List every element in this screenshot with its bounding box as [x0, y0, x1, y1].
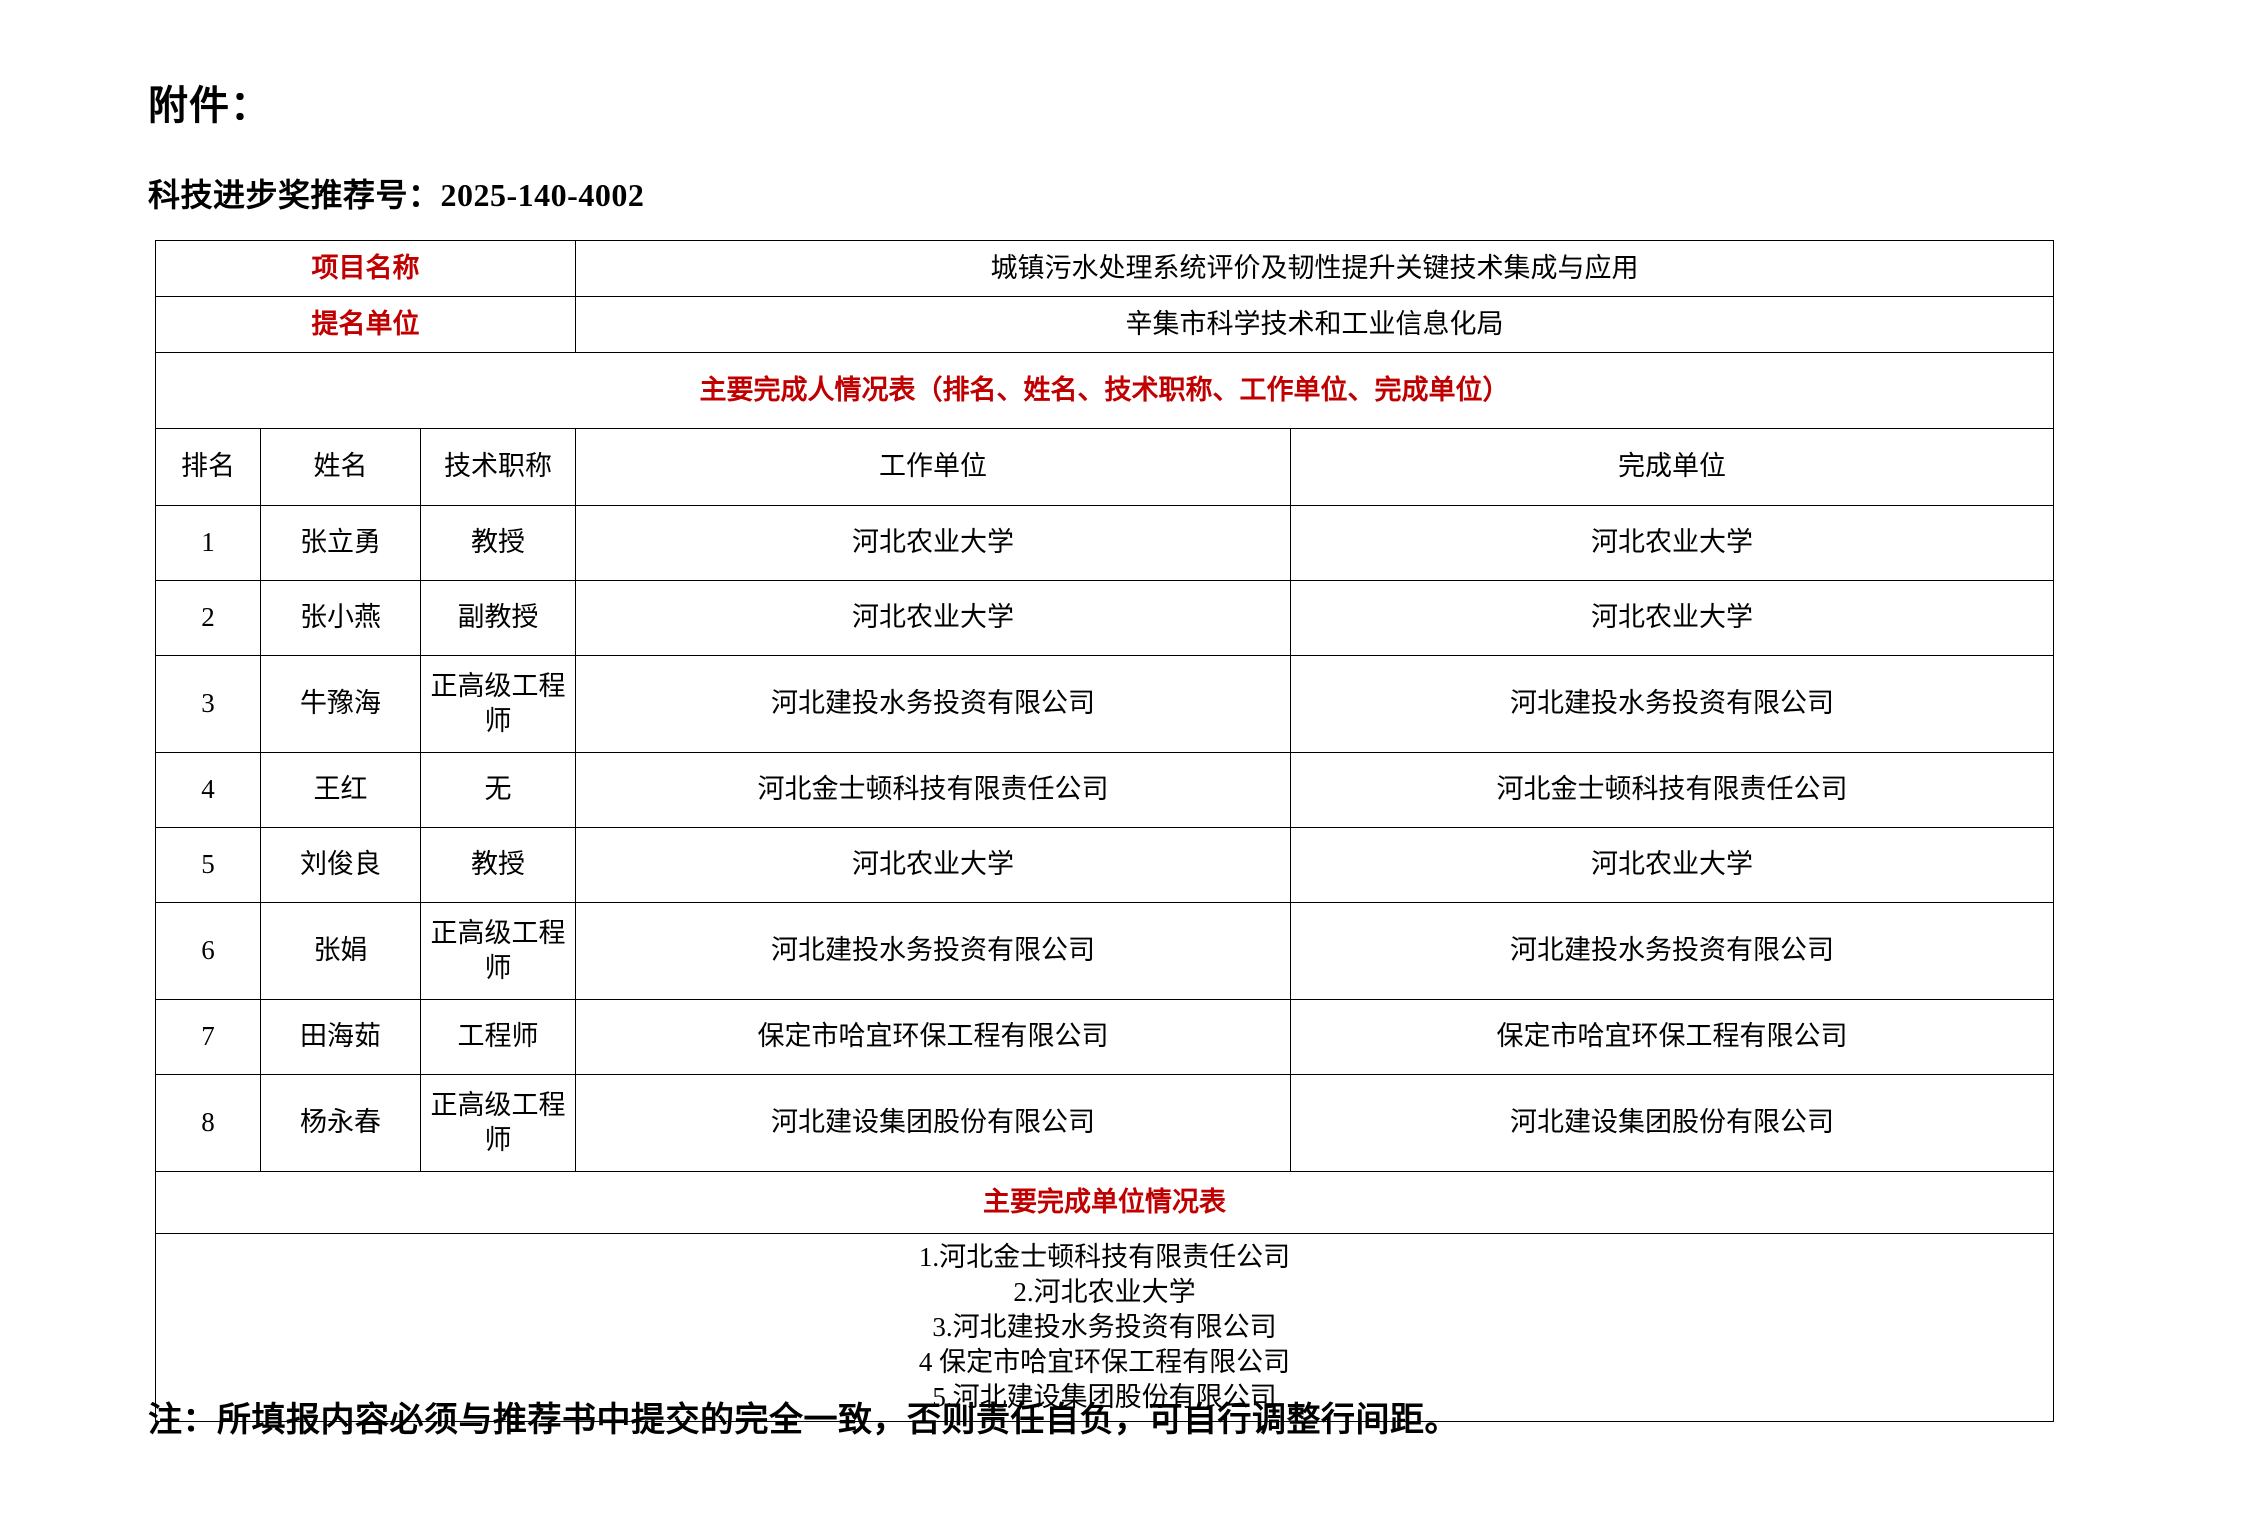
people-section-heading: 主要完成人情况表（排名、姓名、技术职称、工作单位、完成单位） — [155, 352, 2054, 429]
recommendation-number-value: 2025-140-4002 — [440, 177, 645, 213]
cell-title: 正高级工程师 — [420, 655, 576, 753]
project-name-value: 城镇污水处理系统评价及韧性提升关键技术集成与应用 — [575, 240, 2054, 297]
nomination-form-table: 项目名称 城镇污水处理系统评价及韧性提升关键技术集成与应用 提名单位 辛集市科学… — [155, 240, 2054, 1423]
column-header-work-unit: 工作单位 — [575, 428, 1291, 506]
cell-name: 牛豫海 — [260, 655, 421, 753]
units-list-row: 1.河北金士顿科技有限责任公司 2.河北农业大学 3.河北建投水务投资有限公司 … — [155, 1232, 2054, 1423]
attachment-label: 附件： — [148, 83, 271, 128]
cell-title: 教授 — [420, 827, 576, 903]
nominating-unit-value: 辛集市科学技术和工业信息化局 — [575, 296, 2054, 353]
cell-name: 杨永春 — [260, 1074, 421, 1172]
table-row: 2 张小燕 副教授 河北农业大学 河北农业大学 — [155, 580, 2054, 656]
nominating-unit-label: 提名单位 — [155, 296, 576, 353]
table-row: 8 杨永春 正高级工程师 河北建设集团股份有限公司 河北建设集团股份有限公司 — [155, 1074, 2054, 1172]
cell-name: 张立勇 — [260, 505, 421, 581]
list-item: 2.河北农业大学 — [1013, 1277, 1196, 1308]
cell-name: 刘俊良 — [260, 827, 421, 903]
cell-rank: 4 — [155, 752, 261, 828]
cell-name: 张娟 — [260, 902, 421, 1000]
cell-work-unit: 河北建投水务投资有限公司 — [575, 655, 1291, 753]
cell-title: 工程师 — [420, 999, 576, 1075]
table-row: 4 王红 无 河北金士顿科技有限责任公司 河北金士顿科技有限责任公司 — [155, 752, 2054, 828]
cell-rank: 8 — [155, 1074, 261, 1172]
cell-name: 王红 — [260, 752, 421, 828]
list-item: 1.河北金士顿科技有限责任公司 — [918, 1242, 1291, 1272]
cell-work-unit: 河北建设集团股份有限公司 — [575, 1074, 1291, 1172]
cell-work-unit: 保定市哈宜环保工程有限公司 — [575, 999, 1291, 1075]
cell-completion-unit: 河北建设集团股份有限公司 — [1290, 1074, 2054, 1172]
recommendation-number-line: 科技进步奖推荐号：2025-140-4002 — [148, 176, 644, 214]
cell-title: 正高级工程师 — [420, 902, 576, 1000]
list-item: 4 保定市哈宜环保工程有限公司 — [918, 1347, 1291, 1378]
table-row: 3 牛豫海 正高级工程师 河北建投水务投资有限公司 河北建投水务投资有限公司 — [155, 655, 2054, 753]
list-item: 3.河北建投水务投资有限公司 — [932, 1312, 1277, 1343]
column-header-name: 姓名 — [260, 428, 421, 506]
cell-completion-unit: 河北农业大学 — [1290, 580, 2054, 656]
units-section-heading: 主要完成单位情况表 — [155, 1171, 2054, 1234]
cell-rank: 6 — [155, 902, 261, 1000]
cell-completion-unit: 河北农业大学 — [1290, 505, 2054, 581]
cell-rank: 1 — [155, 505, 261, 581]
list-item: 5.河北建设集团股份有限公司 — [932, 1382, 1277, 1413]
cell-name: 张小燕 — [260, 580, 421, 656]
cell-completion-unit: 保定市哈宜环保工程有限公司 — [1290, 999, 2054, 1075]
recommendation-number-prefix: 科技进步奖推荐号： — [148, 177, 441, 213]
cell-completion-unit: 河北农业大学 — [1290, 827, 2054, 903]
cell-completion-unit: 河北金士顿科技有限责任公司 — [1290, 752, 2054, 828]
cell-title: 正高级工程师 — [420, 1074, 576, 1172]
cell-completion-unit: 河北建投水务投资有限公司 — [1290, 655, 2054, 753]
cell-name: 田海茹 — [260, 999, 421, 1075]
project-name-row: 项目名称 城镇污水处理系统评价及韧性提升关键技术集成与应用 — [155, 240, 2054, 297]
cell-work-unit: 河北金士顿科技有限责任公司 — [575, 752, 1291, 828]
cell-rank: 2 — [155, 580, 261, 656]
cell-work-unit: 河北农业大学 — [575, 827, 1291, 903]
footnote: 注：所填报内容必须与推荐书中提交的完全一致，否则责任自负，可自行调整行间距。 — [148, 1402, 1459, 1439]
project-name-label: 项目名称 — [155, 240, 576, 297]
cell-rank: 7 — [155, 999, 261, 1075]
column-header-rank: 排名 — [155, 428, 261, 506]
cell-title: 教授 — [420, 505, 576, 581]
table-row: 5 刘俊良 教授 河北农业大学 河北农业大学 — [155, 827, 2054, 903]
cell-work-unit: 河北农业大学 — [575, 580, 1291, 656]
column-header-title: 技术职称 — [420, 428, 576, 506]
cell-title: 无 — [420, 752, 576, 828]
cell-work-unit: 河北建投水务投资有限公司 — [575, 902, 1291, 1000]
cell-title: 副教授 — [420, 580, 576, 656]
column-header-completion-unit: 完成单位 — [1290, 428, 2054, 506]
cell-work-unit: 河北农业大学 — [575, 505, 1291, 581]
table-row: 1 张立勇 教授 河北农业大学 河北农业大学 — [155, 505, 2054, 581]
nominating-unit-row: 提名单位 辛集市科学技术和工业信息化局 — [155, 296, 2054, 353]
table-row: 6 张娟 正高级工程师 河北建投水务投资有限公司 河北建投水务投资有限公司 — [155, 902, 2054, 1000]
cell-rank: 3 — [155, 655, 261, 753]
units-list: 1.河北金士顿科技有限责任公司 2.河北农业大学 3.河北建投水务投资有限公司 … — [155, 1232, 2054, 1423]
table-row: 7 田海茹 工程师 保定市哈宜环保工程有限公司 保定市哈宜环保工程有限公司 — [155, 999, 2054, 1075]
people-table-header-row: 排名 姓名 技术职称 工作单位 完成单位 — [155, 428, 2054, 506]
people-section-heading-row: 主要完成人情况表（排名、姓名、技术职称、工作单位、完成单位） — [155, 352, 2054, 429]
units-section-heading-row: 主要完成单位情况表 — [155, 1171, 2054, 1234]
cell-rank: 5 — [155, 827, 261, 903]
cell-completion-unit: 河北建投水务投资有限公司 — [1290, 902, 2054, 1000]
